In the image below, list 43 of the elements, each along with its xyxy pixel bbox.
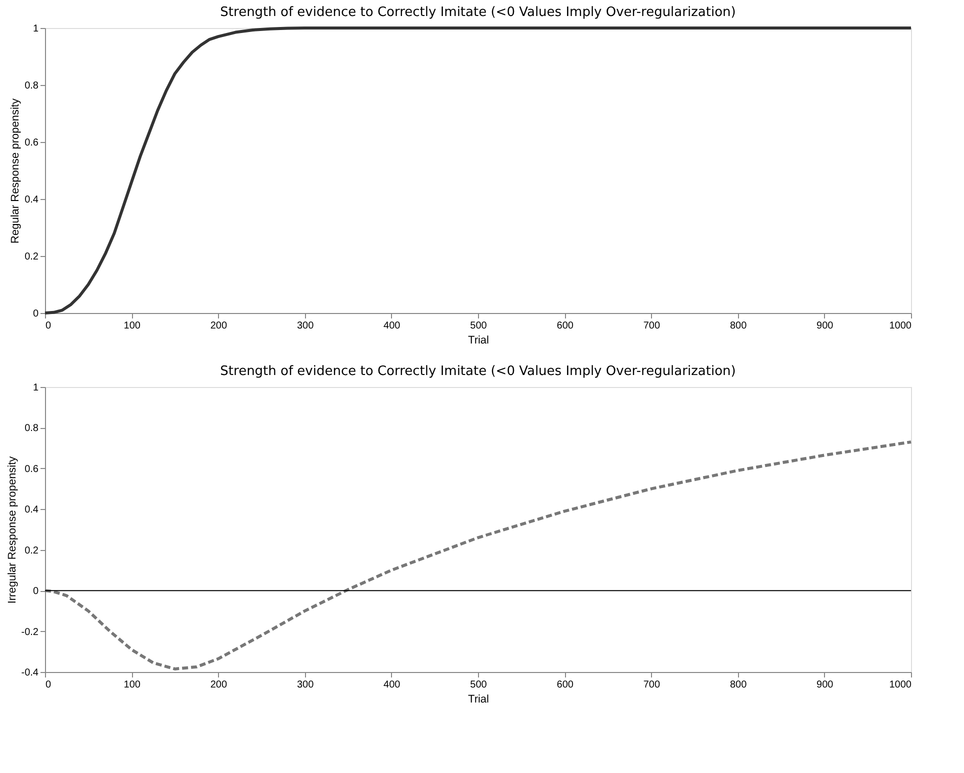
y-tick-label: 0.8	[24, 80, 39, 92]
x-tick-label: 0	[46, 680, 52, 690]
x-tick-label: 100	[124, 680, 141, 690]
x-tick-label: 900	[816, 320, 834, 332]
x-tick-label: 400	[384, 680, 401, 690]
x-tick-label: 200	[210, 320, 228, 332]
y-tick-label: 0.4	[24, 194, 39, 206]
y-tick-label: 0.6	[24, 464, 39, 475]
x-tick-label: 900	[816, 680, 834, 690]
y-tick-label: 0	[32, 586, 39, 598]
y-axis-title: Irregular Response propensity	[6, 456, 18, 604]
x-tick-label: 700	[643, 680, 660, 690]
line-series	[44, 440, 912, 670]
y-tick-label: 0.2	[24, 252, 39, 262]
chart-title: Strength of evidence to Correctly Imitate (<0 Values Imply Over-regularization)	[220, 364, 736, 379]
y-tick-label: 0.4	[24, 504, 39, 516]
x-tick-label: 100	[124, 320, 141, 332]
x-axis-title: Trial	[468, 334, 489, 346]
x-tick-label: 300	[296, 320, 314, 332]
y-tick-label: 0	[32, 308, 39, 320]
x-tick-label: 1000	[889, 680, 912, 690]
y-tick-label: 1	[32, 382, 39, 394]
x-tick-label: 700	[643, 320, 660, 332]
x-tick-label: 300	[296, 680, 314, 690]
x-tick-label: 600	[556, 680, 574, 690]
x-tick-label: 600	[556, 320, 574, 332]
x-tick-label: 500	[470, 680, 488, 690]
y-tick-label: -0.4	[21, 668, 39, 678]
x-axis-title: Trial	[468, 694, 489, 706]
x-tick-label: 500	[470, 320, 488, 332]
y-tick-label: 0.6	[24, 138, 39, 148]
x-tick-label: 0	[46, 320, 52, 332]
y-tick-label: 0.8	[24, 423, 39, 434]
chart-title: Strength of evidence to Correctly Imitate (<0 Values Imply Over-regularization)	[220, 5, 736, 20]
x-tick-label: 800	[730, 320, 748, 332]
y-tick-label: 1	[32, 24, 39, 34]
y-axis-title: Regular Response propensity	[10, 98, 22, 244]
y-tick-label: -0.2	[21, 626, 39, 638]
x-tick-label: 800	[730, 680, 748, 690]
x-tick-label: 200	[210, 680, 228, 690]
x-tick-label: 400	[384, 320, 401, 332]
x-tick-label: 1000	[889, 320, 912, 332]
y-tick-label: 0.2	[24, 545, 39, 556]
